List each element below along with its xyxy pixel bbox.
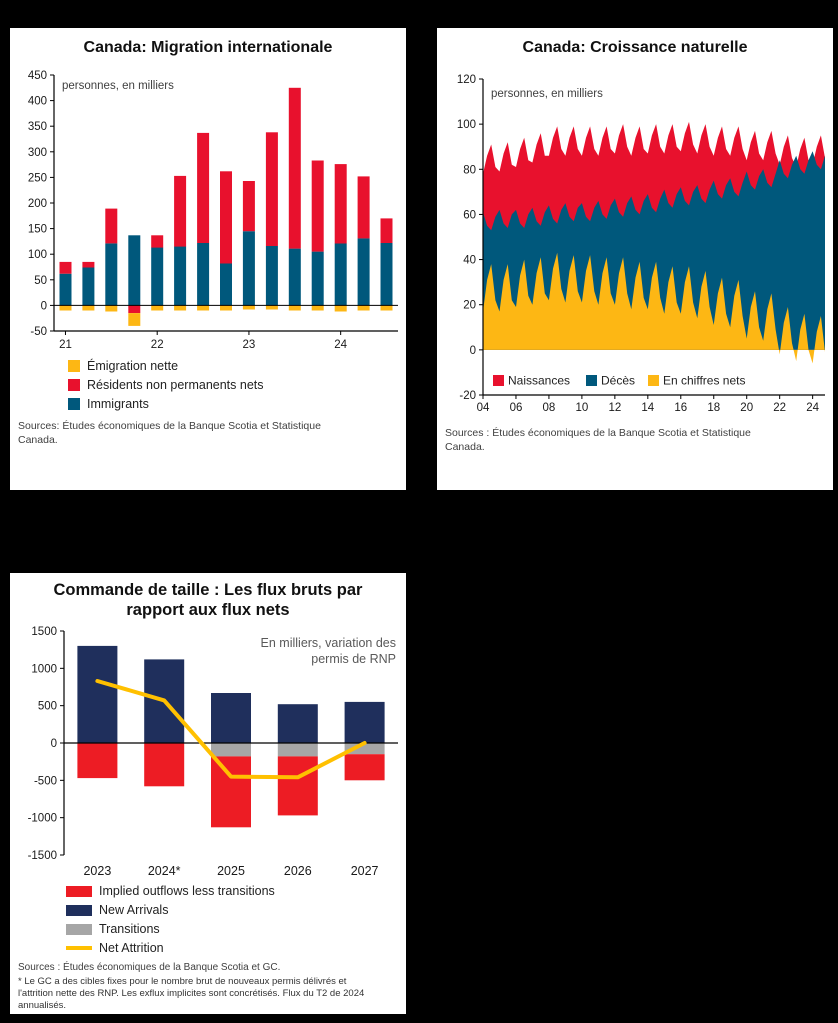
svg-text:-1000: -1000 bbox=[28, 812, 57, 824]
panel-natural-growth-chart: Canada: Croissance naturelle -20 0 20 40 60 8… bbox=[437, 28, 833, 490]
svg-text:2027: 2027 bbox=[351, 864, 379, 878]
natural-growth-plot: -20 0 20 40 60 80 100 120 04 06 08 10 12 14 16 18 20 22 24… bbox=[457, 74, 825, 414]
svg-text:04: 04 bbox=[477, 402, 490, 414]
legend-swatch-icon bbox=[68, 397, 80, 410]
net-attrition-line bbox=[95, 678, 367, 779]
rnp-flows-legend: Implied outflows less transitions New Arr… bbox=[66, 883, 406, 957]
svg-text:24: 24 bbox=[334, 339, 347, 351]
legend-label: Implied outflows less transitions bbox=[99, 884, 275, 899]
legend-item: Implied outflows less transitions bbox=[66, 883, 406, 900]
svg-text:300: 300 bbox=[28, 147, 47, 159]
svg-text:0: 0 bbox=[41, 301, 47, 313]
legend-label: Transitions bbox=[99, 922, 160, 937]
svg-text:200: 200 bbox=[28, 198, 47, 210]
svg-text:14: 14 bbox=[641, 402, 654, 414]
rnp-flows-bar-line-chart: -1500 -1000 -500 0 500 1000 1500 2023 2024* 2025 2… bbox=[28, 626, 398, 878]
svg-text:20: 20 bbox=[463, 300, 476, 312]
migration-source-text: Sources: Études économiques de la Banque… bbox=[18, 420, 321, 446]
rnp-flows-plot: -1500 -1000 -500 0 500 1000 1500 2023 2024* 2025 2… bbox=[28, 626, 398, 878]
svg-text:21: 21 bbox=[59, 339, 72, 351]
panel-rnp-flows-chart: Commande de taille : Les flux bruts par … bbox=[10, 573, 406, 1014]
legend-label: En chiffres nets bbox=[663, 374, 746, 388]
legend-item: Résidents non permanents nets bbox=[68, 376, 406, 393]
svg-text:0: 0 bbox=[51, 738, 57, 750]
rnp-flows-chart-title: Commande de taille : Les flux bruts par … bbox=[53, 581, 363, 619]
area-series bbox=[483, 252, 825, 364]
svg-text:-50: -50 bbox=[30, 326, 47, 338]
legend-item: Immigrants bbox=[68, 395, 406, 412]
legend-item: New Arrivals bbox=[66, 902, 406, 919]
svg-text:350: 350 bbox=[28, 121, 47, 133]
natural-growth-area-chart: -20 0 20 40 60 80 100 120 04 06 08 10 12 14 16 18 20 22 24… bbox=[457, 74, 825, 414]
legend-label: Émigration nette bbox=[87, 358, 179, 373]
unit-label: personnes, en milliers bbox=[62, 80, 174, 92]
svg-text:22: 22 bbox=[151, 339, 164, 351]
natural-growth-source-text: Sources : Études économiques de la Banqu… bbox=[445, 427, 751, 453]
svg-text:50: 50 bbox=[34, 275, 47, 287]
annotation-text: En milliers, variation des bbox=[261, 636, 396, 650]
legend-swatch-icon bbox=[66, 946, 92, 951]
svg-text:16: 16 bbox=[674, 402, 687, 414]
svg-text:2023: 2023 bbox=[83, 864, 111, 878]
svg-text:08: 08 bbox=[543, 402, 556, 414]
legend-label: New Arrivals bbox=[99, 903, 169, 918]
svg-text:450: 450 bbox=[28, 70, 47, 82]
legend-swatch-icon bbox=[648, 375, 659, 387]
annotation-text: permis de RNP bbox=[311, 652, 396, 666]
svg-text:2026: 2026 bbox=[284, 864, 312, 878]
svg-text:100: 100 bbox=[457, 119, 476, 131]
svg-text:22: 22 bbox=[773, 402, 786, 414]
svg-text:-1500: -1500 bbox=[28, 850, 57, 862]
legend-label: Résidents non permanents nets bbox=[87, 377, 264, 392]
legend-swatch-icon bbox=[68, 378, 80, 391]
migration-stacked-bar-chart: -50 0 50 100 150 200 250 300 350 400 450 21 22 23 24 pe… bbox=[28, 70, 398, 351]
natural-growth-chart-title: Canada: Croissance naturelle bbox=[522, 39, 748, 56]
svg-text:2024*: 2024* bbox=[148, 864, 181, 878]
legend-item: Net Attrition bbox=[66, 940, 406, 957]
svg-text:10: 10 bbox=[575, 402, 588, 414]
unit-label: personnes, en milliers bbox=[491, 88, 603, 100]
legend-swatch-icon bbox=[66, 923, 92, 935]
legend-swatch-icon bbox=[66, 904, 92, 916]
legend-label: Immigrants bbox=[87, 396, 149, 411]
svg-text:60: 60 bbox=[463, 210, 476, 222]
svg-text:40: 40 bbox=[463, 255, 476, 267]
legend-swatch-icon bbox=[493, 375, 504, 387]
legend-swatch-icon bbox=[66, 885, 92, 897]
svg-text:500: 500 bbox=[38, 700, 57, 712]
svg-text:20: 20 bbox=[740, 402, 753, 414]
legend-swatch-icon bbox=[68, 359, 80, 372]
svg-text:23: 23 bbox=[243, 339, 256, 351]
migration-chart-title: Canada: Migration internationale bbox=[83, 39, 333, 56]
svg-text:1500: 1500 bbox=[31, 626, 57, 638]
svg-text:12: 12 bbox=[608, 402, 621, 414]
legend-item: Émigration nette bbox=[68, 357, 406, 374]
legend-item: Transitions bbox=[66, 921, 406, 938]
svg-text:-500: -500 bbox=[34, 775, 57, 787]
svg-text:400: 400 bbox=[28, 96, 47, 108]
svg-text:24: 24 bbox=[806, 402, 819, 414]
svg-text:120: 120 bbox=[457, 74, 476, 86]
legend-label: Net Attrition bbox=[99, 941, 164, 956]
panel-migration-chart: Canada: Migration internationale -50 0 50 1… bbox=[10, 28, 406, 490]
svg-text:06: 06 bbox=[510, 402, 523, 414]
svg-text:18: 18 bbox=[707, 402, 720, 414]
migration-legend: Émigration nette Résidents non permanents… bbox=[68, 357, 406, 412]
legend-label: Décès bbox=[601, 374, 635, 388]
migration-plot: -50 0 50 100 150 200 250 300 350 400 450 21 22 23 24 pe… bbox=[28, 70, 398, 351]
legend-label: Naissances bbox=[508, 374, 570, 388]
svg-text:80: 80 bbox=[463, 164, 476, 176]
legend-swatch-icon bbox=[586, 375, 597, 387]
svg-text:1000: 1000 bbox=[31, 663, 57, 675]
svg-text:100: 100 bbox=[28, 249, 47, 261]
rnp-flows-source-text: Sources : Études économiques de la Banqu… bbox=[18, 961, 281, 973]
svg-text:250: 250 bbox=[28, 173, 47, 185]
svg-text:150: 150 bbox=[28, 224, 47, 236]
svg-text:2025: 2025 bbox=[217, 864, 245, 878]
svg-text:0: 0 bbox=[470, 345, 476, 357]
svg-text:-20: -20 bbox=[459, 390, 476, 402]
rnp-flows-footnote-text: * Le GC a des cibles fixes pour le nombr… bbox=[18, 975, 365, 1012]
